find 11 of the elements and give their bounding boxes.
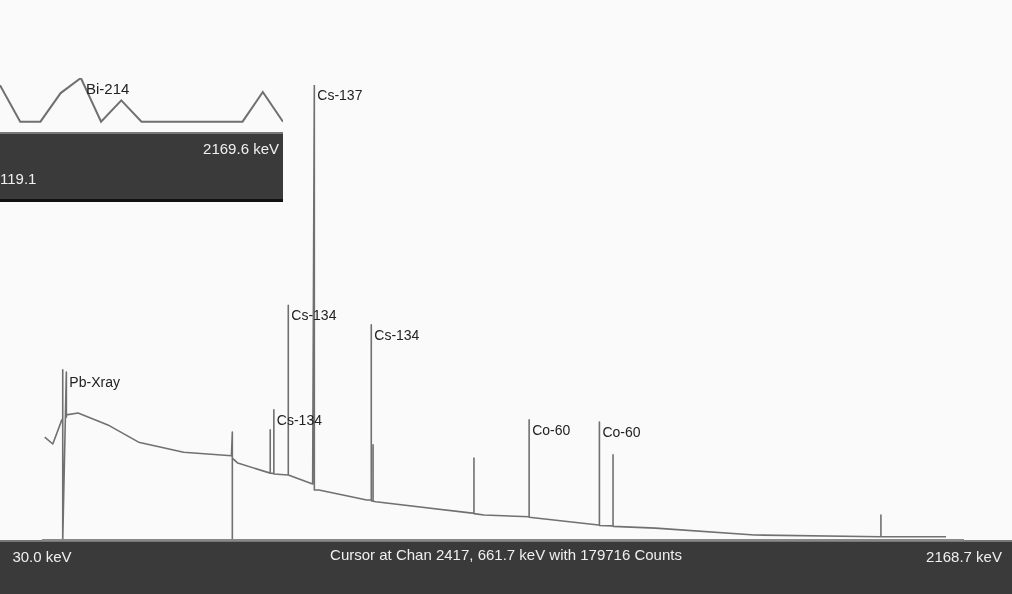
text: 119.1: [0, 170, 37, 187]
annotation: 2169.6 keV: [203, 140, 279, 157]
annotation: Cs-134: [374, 326, 420, 343]
x-tick-label: 30.0 keV: [12, 548, 72, 565]
annotation: Cs-137: [317, 87, 363, 103]
annotation: Pb-Xray: [69, 374, 120, 391]
annotation: Co-60: [602, 424, 641, 441]
text: Cursor at Chan 2417, 661.7 keV with 179716 Counts: [330, 546, 682, 563]
annotation: Co-60: [532, 421, 571, 438]
x-tick-label: 2168.7 keV: [926, 548, 1002, 565]
annotation: Bi-214: [86, 80, 130, 97]
